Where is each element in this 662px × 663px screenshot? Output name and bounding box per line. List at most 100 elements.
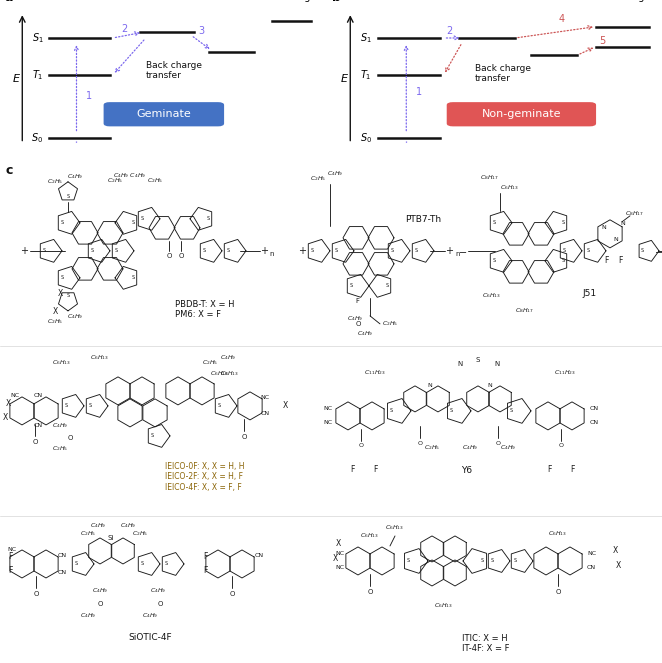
Text: $C_2H_5$: $C_2H_5$ [107,176,123,185]
Text: S: S [89,403,91,408]
Text: O: O [418,442,422,446]
Text: Geminate: Geminate [136,109,191,119]
Text: $S_0$: $S_0$ [31,131,44,145]
Text: O: O [495,442,500,446]
Text: Y6: Y6 [461,467,473,475]
Text: Free charges: Free charges [592,0,655,3]
Text: CN: CN [34,393,42,398]
Text: Non-geminate: Non-geminate [482,109,561,119]
Text: $^3$CTE: $^3$CTE [212,0,236,3]
Text: SiOTIC-4F: SiOTIC-4F [128,633,172,642]
Text: F: F [547,465,551,475]
Text: X: X [332,554,338,564]
Text: $C_2H_5$: $C_2H_5$ [47,318,63,326]
Text: O: O [367,589,373,595]
Text: O: O [178,253,183,259]
Text: S: S [561,259,565,263]
Text: 1: 1 [85,91,91,101]
Text: S: S [561,220,565,225]
Text: $C_4H_9\ C_4H_9$: $C_4H_9\ C_4H_9$ [113,171,147,180]
Text: 3: 3 [199,26,205,36]
Text: 4: 4 [559,15,565,25]
Text: $C_6H_{13}$: $C_6H_{13}$ [211,369,230,379]
Text: $C_4H_9$: $C_4H_9$ [120,522,136,530]
Text: F: F [8,566,12,575]
Text: $+$: $+$ [21,245,30,257]
Text: CN: CN [260,412,269,416]
Text: $S_0$: $S_0$ [360,131,372,145]
Text: $C_4H_9$: $C_4H_9$ [67,172,83,181]
Text: X: X [336,540,341,548]
Text: S: S [587,249,590,253]
Text: O: O [33,591,38,597]
Text: $C_2H_5$: $C_2H_5$ [80,530,96,538]
Text: a: a [4,0,13,4]
Text: S: S [132,275,134,280]
Text: X: X [5,399,11,408]
Text: S: S [493,220,496,225]
Text: $C_6H_{13}$: $C_6H_{13}$ [91,353,110,363]
Text: c: c [5,164,13,177]
Text: $C_4H_9$: $C_4H_9$ [357,330,373,338]
Text: $C_4H_9$: $C_4H_9$ [90,522,106,530]
Text: X: X [58,289,63,298]
Text: $C_6H_{13}$: $C_6H_{13}$ [52,359,71,367]
Text: NC: NC [587,552,596,556]
Text: $C_{11}H_{23}$: $C_{11}H_{23}$ [364,369,386,377]
Text: F: F [373,465,377,475]
Text: F: F [8,552,12,562]
Text: S: S [481,558,484,564]
Text: S: S [450,408,453,414]
Text: N: N [614,237,618,243]
Text: S: S [226,249,230,253]
Text: $E$: $E$ [340,72,349,84]
FancyBboxPatch shape [447,102,596,127]
Text: $+$: $+$ [299,245,308,257]
Text: $C_6H_{13}$: $C_6H_{13}$ [483,292,502,300]
Text: S: S [310,249,314,253]
Text: CN: CN [58,554,67,558]
Text: $-$: $-$ [459,246,467,256]
Text: $C_2H_5$: $C_2H_5$ [147,176,164,185]
Text: S: S [514,558,516,564]
Text: $C_6H_{13}$: $C_6H_{13}$ [434,601,453,611]
Text: $^3$CTE: $^3$CTE [537,0,562,3]
Text: b: b [332,0,340,4]
Text: $C_4H_9$: $C_4H_9$ [67,312,83,322]
Text: N: N [457,361,463,367]
Text: $T_1$: $T_1$ [32,68,44,82]
Text: $S_1$: $S_1$ [360,31,372,45]
Text: NC: NC [336,566,345,570]
Text: $C_2H_5$: $C_2H_5$ [202,359,218,367]
Text: X: X [612,546,618,556]
Text: S: S [140,562,144,566]
Text: $S_1$: $S_1$ [32,31,44,45]
Text: X: X [283,401,287,410]
Text: S: S [66,194,70,200]
Text: $C_4H_9$: $C_4H_9$ [92,587,108,595]
Text: F: F [350,465,354,475]
Text: NC: NC [336,552,345,556]
Text: F: F [355,298,359,304]
Text: S: S [391,249,394,253]
Text: O: O [166,253,171,259]
Text: O: O [229,591,235,597]
Text: $C_2H_5$: $C_2H_5$ [382,320,399,328]
Text: S: S [491,558,494,564]
Text: IEICO-0F: X, X = H, H
IEICO-2F: X, X = H, F
IEICO-4F: X, X = F, F: IEICO-0F: X, X = H, H IEICO-2F: X, X = H… [165,462,244,492]
Text: 5: 5 [599,36,606,46]
Text: S: S [493,259,496,263]
Text: X: X [3,414,8,422]
Text: S: S [60,275,64,280]
Text: S: S [66,293,70,298]
Text: S: S [91,249,93,253]
Text: $-$: $-$ [655,246,662,256]
Text: $C_2H_5$: $C_2H_5$ [310,174,326,183]
Text: S: S [207,216,210,221]
Text: $^1$CTE: $^1$CTE [475,0,500,3]
Text: N: N [428,383,432,389]
Text: $C_2H_5$: $C_2H_5$ [132,530,148,538]
Text: F: F [604,257,608,265]
Text: CN: CN [255,554,264,558]
Text: $T_1$: $T_1$ [361,68,372,82]
